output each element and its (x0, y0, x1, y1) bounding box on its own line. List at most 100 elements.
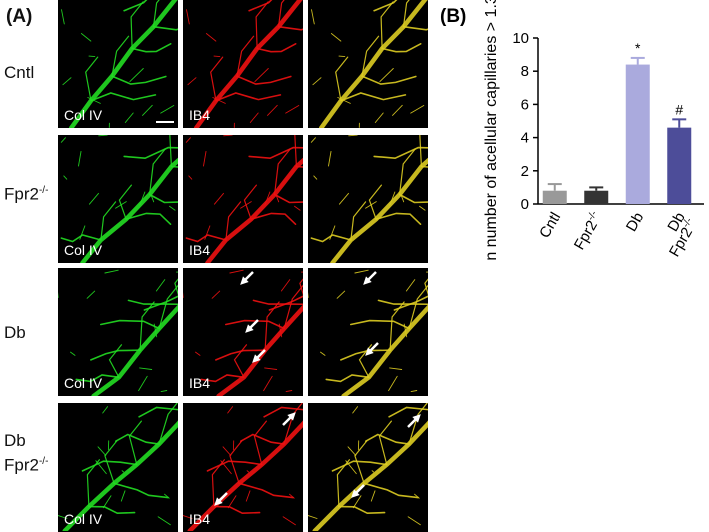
x-tick-label: Db (623, 210, 647, 235)
vessel (365, 201, 377, 209)
vessel (155, 279, 166, 292)
vessel (210, 56, 224, 102)
vessel (70, 351, 76, 356)
vessel-network (58, 269, 178, 396)
vessel (131, 43, 172, 53)
vessel (249, 112, 259, 123)
vessel (388, 375, 398, 392)
micrograph-fpr2-ib4: IB4 (183, 135, 303, 263)
vessel (153, 323, 158, 338)
vessel (264, 191, 271, 206)
vessel (328, 151, 332, 167)
vessel (407, 516, 421, 526)
vessel (139, 367, 153, 370)
vessel (213, 55, 221, 58)
vessel (186, 9, 190, 25)
vessel (379, 68, 394, 83)
vessel (320, 351, 326, 356)
vessel (289, 493, 295, 499)
vessel (424, 278, 428, 296)
vessel (211, 290, 221, 299)
vessel (294, 135, 297, 168)
vessel (345, 460, 357, 475)
vessel (111, 35, 130, 77)
stain-label: IB4 (189, 375, 211, 391)
vessel (410, 105, 425, 114)
arrow-icon (282, 412, 296, 426)
vessel (118, 184, 132, 220)
vessel (252, 299, 303, 306)
vessel (373, 0, 426, 12)
arrow-icon (245, 319, 259, 333)
vessel (160, 390, 168, 393)
arrow-icon (365, 342, 379, 356)
vessel (204, 225, 211, 240)
vessel (248, 146, 303, 160)
vessel (264, 301, 280, 351)
vessel (330, 157, 428, 263)
vessel (125, 212, 172, 225)
vessel (88, 505, 136, 515)
vessel (380, 1, 394, 50)
micrograph-cntl-merge (308, 0, 428, 128)
vessel (254, 68, 269, 83)
vessel (248, 0, 301, 12)
stain-label: Col IV (64, 242, 103, 258)
vessel (310, 234, 352, 243)
vessel (381, 43, 422, 53)
row-label-db: Db (4, 323, 26, 342)
vessel (88, 192, 99, 205)
vessel (121, 470, 125, 473)
vessel (371, 470, 375, 473)
vessel (377, 299, 428, 306)
vessel (338, 55, 346, 58)
vessel (225, 201, 242, 241)
vessel-network (310, 135, 428, 263)
vessel (127, 299, 178, 306)
vessel (350, 201, 367, 241)
vessel (389, 301, 405, 351)
vessel (63, 175, 68, 180)
vessel (120, 490, 126, 502)
vessel (325, 374, 370, 383)
vessel (299, 278, 303, 296)
vessel (158, 403, 178, 445)
vessel (245, 490, 251, 502)
vessel (240, 201, 252, 209)
vessel (100, 201, 117, 241)
vessel (100, 319, 160, 330)
vessel (330, 33, 342, 42)
x-tick-label: Cntl (536, 210, 564, 242)
vessel (193, 0, 303, 128)
stain-label: IB4 (189, 511, 211, 527)
y-tick-label: 4 (521, 130, 529, 147)
vessel (311, 9, 315, 25)
vessel-network (61, 0, 178, 128)
vessel (206, 460, 263, 472)
panel-b-letter: (B) (440, 6, 466, 27)
vessel (80, 33, 92, 42)
vessel (285, 390, 293, 393)
vessel (88, 55, 96, 58)
x-tick-label: Fpr2-/- (570, 209, 606, 253)
vessel (229, 440, 243, 484)
row-label-db-fpr2: Db Fpr2-/- (4, 431, 49, 475)
vessel (273, 193, 303, 204)
vessel (389, 191, 396, 206)
vessel-network (183, 403, 303, 531)
y-tick-label: 8 (521, 63, 529, 80)
vessel (370, 490, 376, 502)
vessel (280, 279, 291, 292)
vessel (398, 193, 428, 204)
vessel (174, 278, 178, 296)
vessel (205, 33, 217, 42)
vessel (104, 440, 118, 484)
y-tick-label: 6 (521, 96, 529, 113)
stain-label: IB4 (189, 107, 211, 123)
micrograph-cntl-col-iv: Col IV (58, 0, 178, 128)
vessel (215, 349, 266, 361)
vessel (200, 374, 245, 383)
vessel (91, 304, 178, 396)
vessel (341, 304, 428, 396)
vessel (61, 9, 65, 25)
